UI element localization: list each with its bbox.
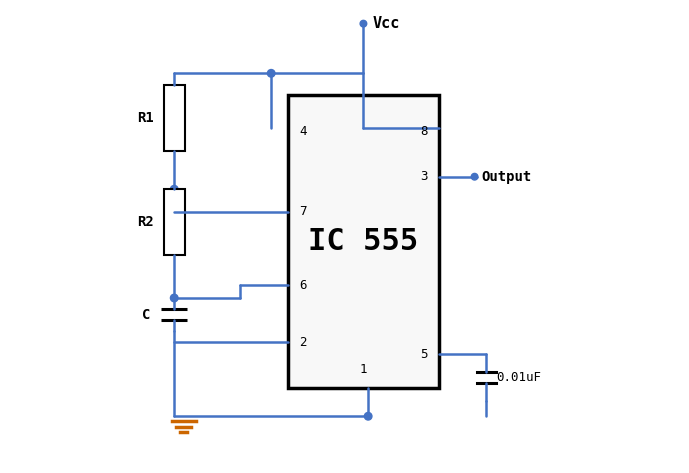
Text: 3: 3: [420, 170, 427, 183]
Text: Vcc: Vcc: [373, 16, 400, 31]
Text: Output: Output: [482, 170, 532, 184]
Text: 6: 6: [300, 279, 307, 292]
Circle shape: [170, 294, 178, 302]
Text: 1: 1: [360, 363, 367, 376]
Text: IC 555: IC 555: [308, 227, 418, 256]
Bar: [163, 189, 185, 255]
Text: 7: 7: [300, 205, 307, 219]
Text: 0.01uF: 0.01uF: [496, 371, 541, 384]
Circle shape: [360, 20, 367, 27]
Circle shape: [170, 185, 178, 193]
Circle shape: [267, 70, 275, 77]
Circle shape: [471, 174, 478, 180]
Text: C: C: [142, 307, 150, 322]
Text: R2: R2: [138, 215, 154, 229]
Bar: [163, 85, 185, 151]
Text: 8: 8: [420, 125, 427, 138]
Bar: [288, 95, 439, 388]
Text: 5: 5: [420, 348, 427, 360]
Text: 4: 4: [300, 125, 307, 138]
Circle shape: [364, 412, 372, 420]
Text: R1: R1: [138, 111, 154, 125]
Text: 2: 2: [300, 336, 307, 349]
